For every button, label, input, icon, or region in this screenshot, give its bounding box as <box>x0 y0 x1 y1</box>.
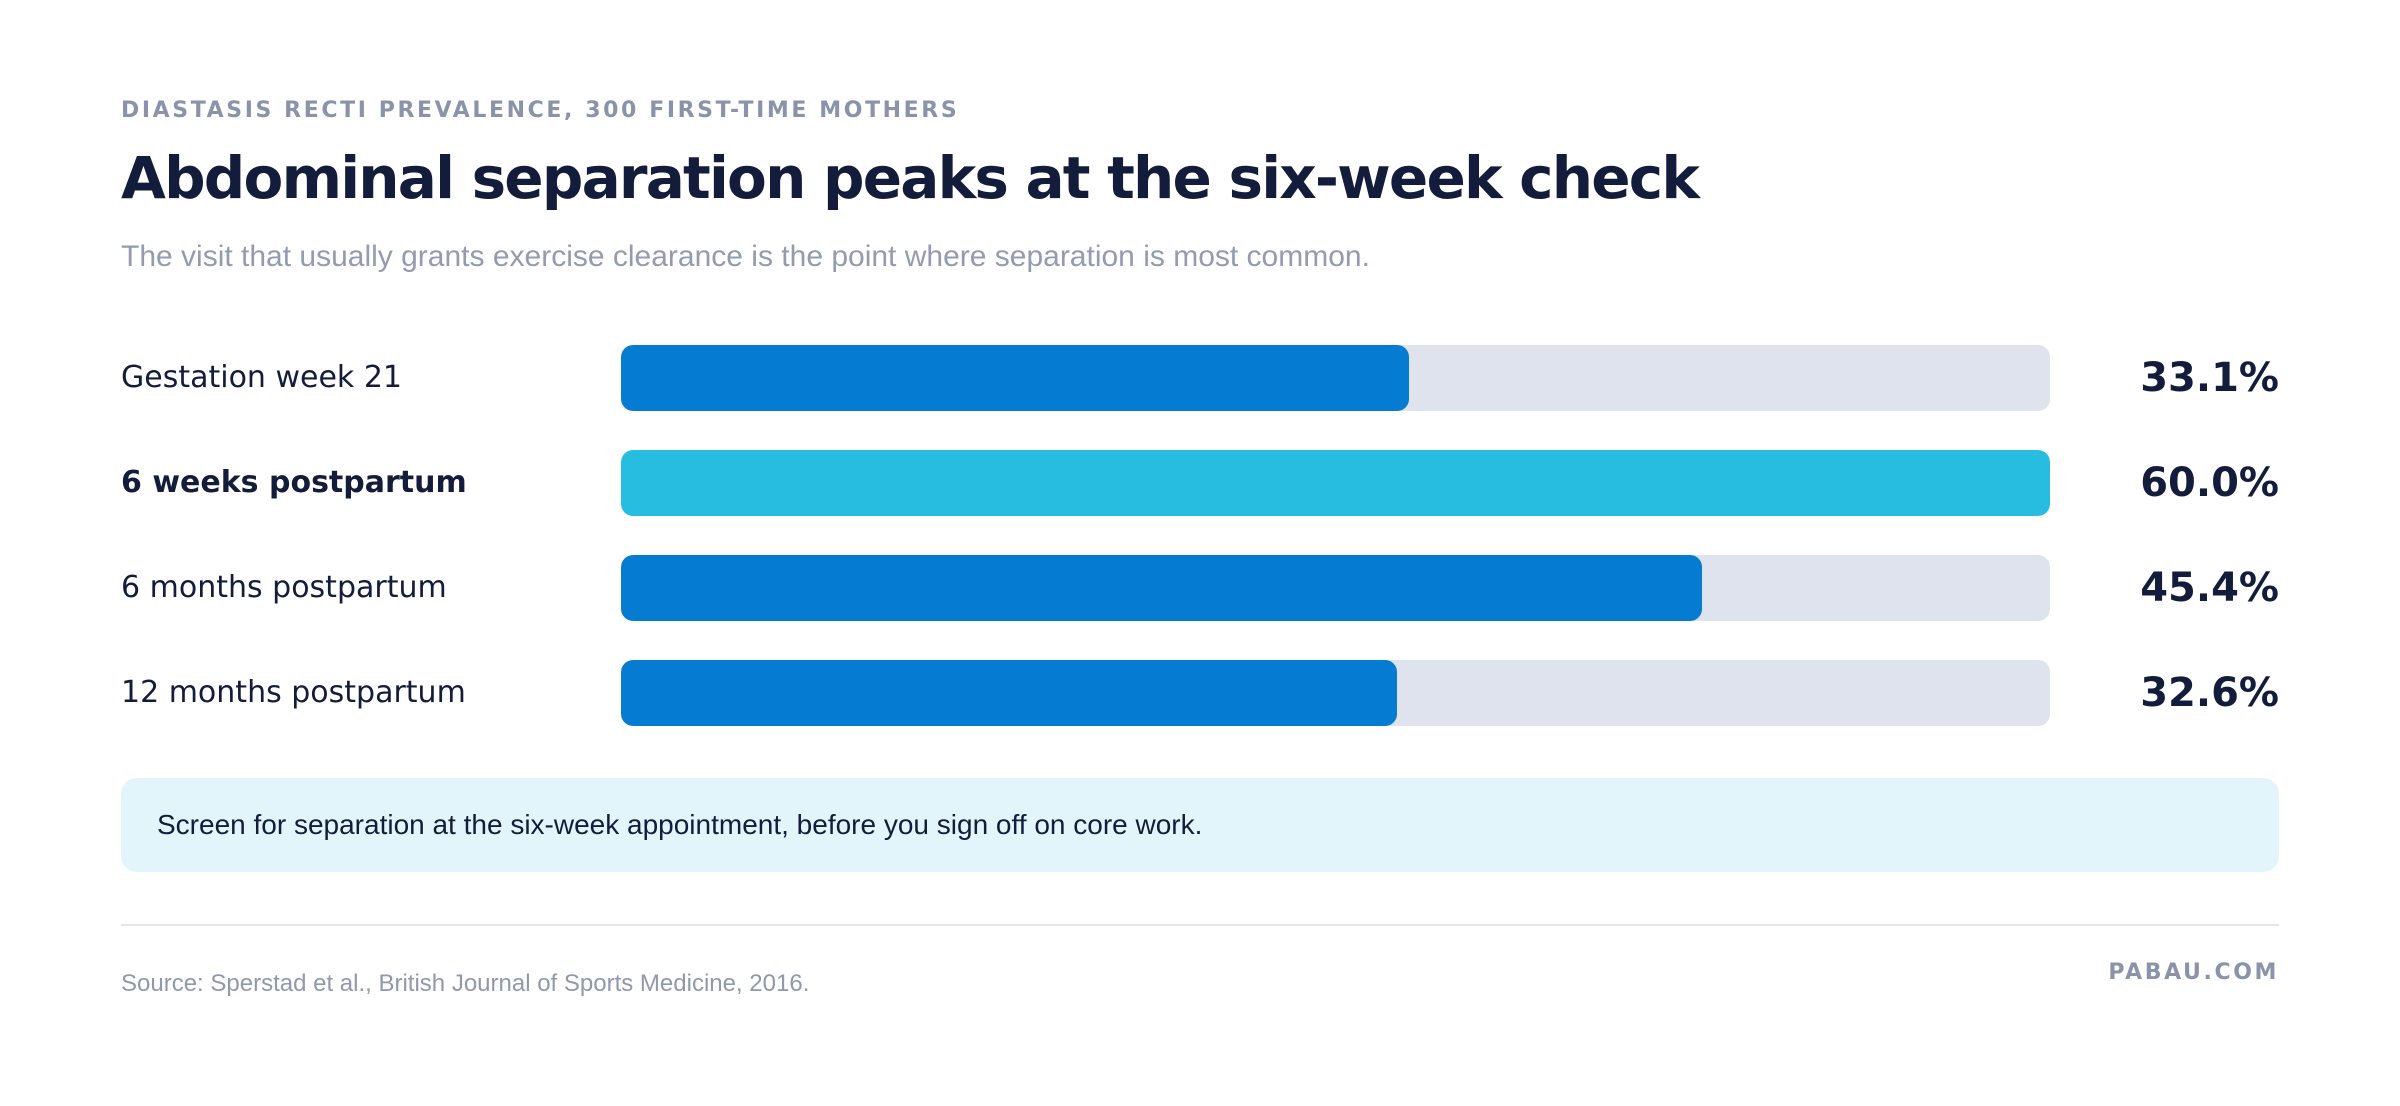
bar-chart: Gestation week 21 33.1% 6 weeks postpartum… <box>121 345 2279 726</box>
bar <box>621 660 1397 726</box>
bar-track <box>621 345 2050 411</box>
bar-track <box>621 555 2050 621</box>
takeaway-callout: Screen for separation at the six-week ap… <box>121 778 2279 872</box>
chart-subtitle: The visit that usually grants exercise c… <box>121 240 1370 273</box>
value-label: 33.1% <box>2140 355 2279 401</box>
category-label: 6 months postpartum <box>121 570 447 605</box>
bar-row: 12 months postpartum 32.6% <box>121 660 2279 726</box>
value-label: 32.6% <box>2140 670 2279 716</box>
bar-track <box>621 660 2050 726</box>
value-label: 60.0% <box>2140 460 2279 506</box>
bar <box>621 555 1702 621</box>
callout-text: Screen for separation at the six-week ap… <box>157 809 1203 840</box>
category-label: Gestation week 21 <box>121 360 403 395</box>
category-label: 12 months postpartum <box>121 675 466 710</box>
bar <box>621 450 2050 516</box>
value-label: 45.4% <box>2140 565 2279 611</box>
chart-card: DIASTASIS RECTI PREVALENCE, 300 FIRST-TI… <box>121 0 2279 1106</box>
bar-row: Gestation week 21 33.1% <box>121 345 2279 411</box>
chart-title: Abdominal separation peaks at the six-we… <box>121 144 1700 212</box>
bar <box>621 345 1409 411</box>
category-label: 6 weeks postpartum <box>121 465 467 500</box>
bar-track <box>621 450 2050 516</box>
bar-row: 6 months postpartum 45.4% <box>121 555 2279 621</box>
footer-divider <box>121 924 2279 926</box>
source-note: Source: Sperstad et al., British Journal… <box>121 970 810 997</box>
bar-row: 6 weeks postpartum 60.0% <box>121 450 2279 516</box>
brand-label: PABAU.COM <box>2108 960 2279 985</box>
chart-eyebrow: DIASTASIS RECTI PREVALENCE, 300 FIRST-TI… <box>121 98 960 123</box>
